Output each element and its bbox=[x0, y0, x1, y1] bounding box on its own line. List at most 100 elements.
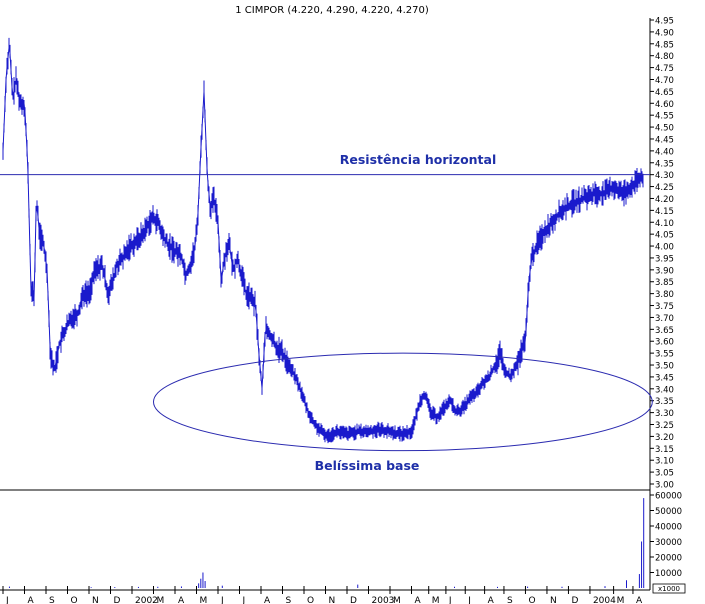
x-tick-label: S bbox=[286, 596, 292, 604]
price-segment bbox=[501, 362, 504, 367]
price-segment bbox=[179, 254, 182, 256]
price-segment bbox=[77, 309, 80, 313]
price-segment bbox=[635, 181, 638, 184]
price-segment bbox=[559, 211, 562, 213]
price-segment bbox=[99, 265, 102, 267]
price-segment bbox=[458, 409, 461, 412]
price-segment bbox=[76, 312, 79, 315]
price-segment bbox=[475, 391, 478, 394]
price-tick-label: 4.20 bbox=[655, 195, 674, 205]
price-segment bbox=[530, 257, 533, 265]
price-segment bbox=[257, 340, 260, 355]
price-segment bbox=[30, 288, 33, 293]
price-segment bbox=[223, 255, 226, 262]
price-segment bbox=[133, 241, 136, 244]
price-segment bbox=[465, 401, 468, 404]
price-segment bbox=[415, 412, 418, 417]
price-segment bbox=[12, 90, 15, 97]
price-tick-label: 4.80 bbox=[655, 52, 674, 62]
price-segment bbox=[17, 91, 20, 97]
price-segment bbox=[120, 259, 123, 261]
price-segment bbox=[411, 426, 414, 431]
price-segment bbox=[187, 267, 190, 270]
price-segment bbox=[529, 264, 532, 273]
price-segment bbox=[461, 407, 464, 410]
price-tick-label: 4.75 bbox=[655, 64, 674, 74]
price-tick-label: 3.70 bbox=[655, 314, 674, 324]
price-segment bbox=[251, 299, 254, 302]
price-segment bbox=[196, 212, 199, 228]
price-segment bbox=[150, 218, 153, 221]
price-segment bbox=[215, 211, 218, 217]
price-segment bbox=[523, 342, 526, 346]
price-segment bbox=[452, 405, 455, 408]
price-segment bbox=[197, 190, 200, 213]
price-tick-label: 4.95 bbox=[655, 17, 674, 27]
price-segment bbox=[414, 416, 417, 421]
price-segment bbox=[613, 186, 616, 189]
price-segment bbox=[57, 345, 60, 352]
price-segment bbox=[455, 411, 458, 413]
price-segment bbox=[563, 207, 566, 210]
price-segment bbox=[143, 229, 146, 233]
price-segment bbox=[489, 372, 492, 376]
price-segment bbox=[626, 188, 629, 191]
x-tick-label: J bbox=[242, 596, 246, 604]
price-segment bbox=[277, 347, 280, 350]
price-segment bbox=[639, 177, 642, 180]
x-tick-label: J bbox=[448, 596, 452, 604]
price-segment bbox=[180, 255, 183, 259]
price-segment bbox=[210, 204, 213, 209]
price-segment bbox=[69, 318, 72, 321]
price-segment bbox=[199, 147, 202, 169]
price-segment bbox=[423, 393, 426, 396]
price-segment bbox=[127, 247, 130, 250]
price-segment bbox=[481, 383, 484, 386]
price-segment bbox=[547, 225, 550, 228]
price-segment bbox=[95, 268, 98, 270]
price-segment bbox=[296, 380, 299, 384]
price-segment bbox=[37, 216, 40, 229]
price-segment bbox=[183, 266, 186, 272]
price-segment bbox=[625, 189, 628, 191]
price-segment bbox=[305, 405, 308, 409]
price-segment bbox=[74, 313, 77, 316]
price-segment bbox=[244, 289, 247, 294]
price-segment bbox=[101, 265, 104, 271]
price-segment bbox=[23, 103, 26, 113]
price-segment bbox=[325, 434, 328, 437]
price-segment bbox=[92, 275, 95, 280]
price-segment bbox=[565, 206, 568, 209]
price-segment bbox=[623, 190, 626, 193]
x-tick-label: N bbox=[550, 596, 557, 604]
price-segment bbox=[283, 355, 286, 358]
price-tick-label: 3.80 bbox=[655, 290, 674, 300]
price-segment bbox=[332, 432, 335, 434]
price-segment bbox=[237, 260, 240, 265]
price-segment bbox=[125, 251, 128, 254]
price-segment bbox=[270, 336, 273, 340]
price-segment bbox=[412, 423, 415, 427]
price-y-ticks: 4.954.90 4.85 4.80 4.75 4.70 4.65 4.60 4.55 4.50… bbox=[650, 17, 674, 491]
price-segment bbox=[312, 421, 315, 424]
price-segment bbox=[314, 424, 317, 427]
price-segment bbox=[428, 406, 431, 411]
price-tick-label: 3.05 bbox=[655, 469, 674, 479]
price-segment bbox=[271, 338, 274, 341]
price-segment bbox=[457, 410, 460, 413]
price-segment bbox=[25, 130, 28, 150]
price-segment bbox=[427, 404, 430, 408]
resistance-label: Resistência horizontal bbox=[340, 152, 497, 167]
price-segment bbox=[190, 258, 193, 263]
price-segment bbox=[291, 370, 294, 373]
price-segment bbox=[313, 422, 316, 426]
price-segment bbox=[287, 363, 290, 366]
price-segment bbox=[141, 233, 144, 236]
price-segment bbox=[454, 409, 457, 412]
price-segment bbox=[622, 191, 625, 194]
price-segment bbox=[317, 427, 320, 430]
price-segment bbox=[293, 374, 296, 377]
price-segment bbox=[189, 261, 192, 266]
price-segment bbox=[629, 186, 632, 188]
